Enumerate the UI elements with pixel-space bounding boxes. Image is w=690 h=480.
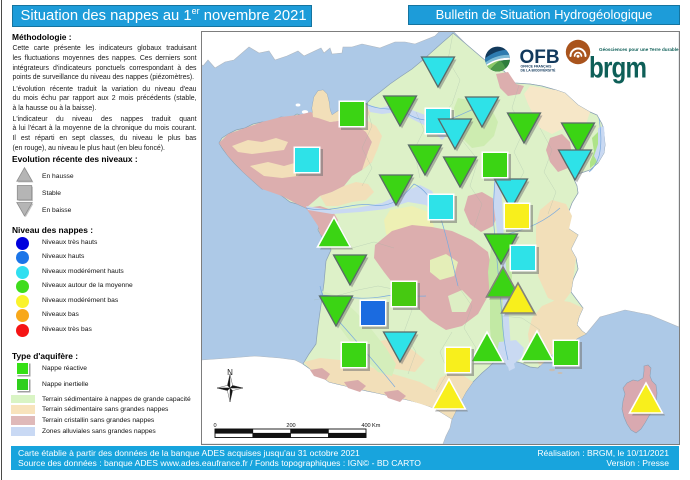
svg-text:DE LA BIODIVERSITÉ: DE LA BIODIVERSITÉ: [521, 68, 557, 73]
svg-text:Km: Km: [372, 423, 381, 429]
svg-text:brgm: brgm: [589, 51, 646, 84]
svg-text:N: N: [227, 368, 233, 377]
svg-text:0: 0: [213, 423, 216, 429]
svg-text:OFB: OFB: [520, 47, 560, 68]
svg-text:OFFICE FRANÇAIS: OFFICE FRANÇAIS: [521, 64, 553, 68]
svg-text:200: 200: [286, 423, 295, 429]
svg-text:400: 400: [361, 423, 370, 429]
svg-text:Géosciences pour une Terre dur: Géosciences pour une Terre durable: [599, 47, 679, 52]
